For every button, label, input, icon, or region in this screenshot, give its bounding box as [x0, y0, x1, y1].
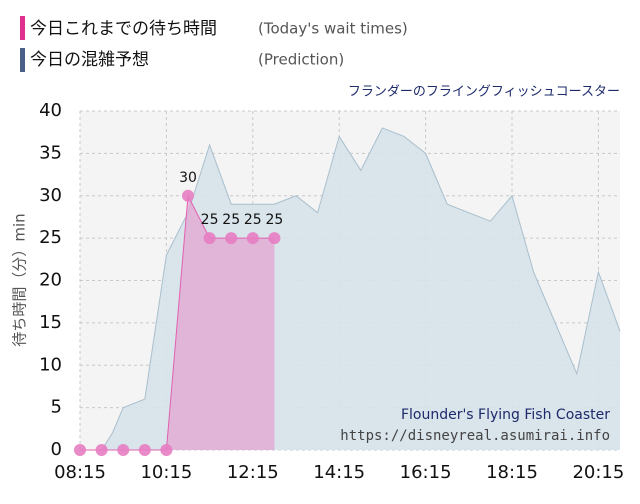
- chart-title: フランダーのフライングフィッシュコースター: [348, 85, 620, 100]
- legend-swatch: [20, 48, 25, 72]
- x-tick-label: 10:15: [140, 462, 192, 483]
- x-tick-label: 12:15: [227, 462, 279, 483]
- y-tick-label: 15: [39, 312, 62, 333]
- data-label: 30: [179, 170, 197, 186]
- legend-swatch: [20, 16, 25, 40]
- y-tick-label: 5: [51, 397, 62, 418]
- y-axis-label: 待ち時間（分）min: [11, 213, 29, 346]
- point: [138, 444, 151, 456]
- point: [74, 444, 86, 456]
- point: [160, 444, 173, 456]
- legend-label: 今日の混雑予想: [30, 50, 149, 70]
- x-tick-label: 16:15: [400, 462, 452, 483]
- data-label: 25: [244, 212, 262, 228]
- y-tick-label: 30: [39, 185, 62, 206]
- x-tick-label: 08:15: [54, 462, 106, 483]
- point: [203, 232, 216, 245]
- x-tick-label: 20:15: [572, 462, 624, 483]
- y-tick-label: 20: [39, 270, 62, 291]
- point: [246, 232, 259, 245]
- data-label: 25: [201, 212, 219, 228]
- legend-label: 今日これまでの待ち時間: [30, 19, 217, 39]
- point: [95, 444, 108, 456]
- y-tick-label: 25: [39, 227, 62, 248]
- x-tick-label: 14:15: [313, 462, 365, 483]
- legend-note: (Prediction): [258, 51, 344, 69]
- data-label: 25: [222, 212, 240, 228]
- y-tick-label: 40: [39, 100, 62, 121]
- data-label: 25: [265, 212, 283, 228]
- line: [80, 127, 621, 451]
- source: https://disneyreal.asumirai.info: [340, 428, 610, 444]
- x-tick-label: 18:15: [486, 462, 538, 483]
- line: [80, 193, 275, 451]
- point: [182, 189, 194, 202]
- y-tick-label: 35: [39, 142, 62, 163]
- point: [268, 232, 281, 245]
- legend-note: (Today's wait times): [258, 20, 408, 38]
- y-tick-label: 10: [39, 354, 62, 375]
- y-tick-label: 0: [51, 439, 62, 460]
- point: [225, 232, 238, 245]
- watermark: Flounder's Flying Fish Coaster: [401, 407, 610, 423]
- point: [117, 444, 130, 456]
